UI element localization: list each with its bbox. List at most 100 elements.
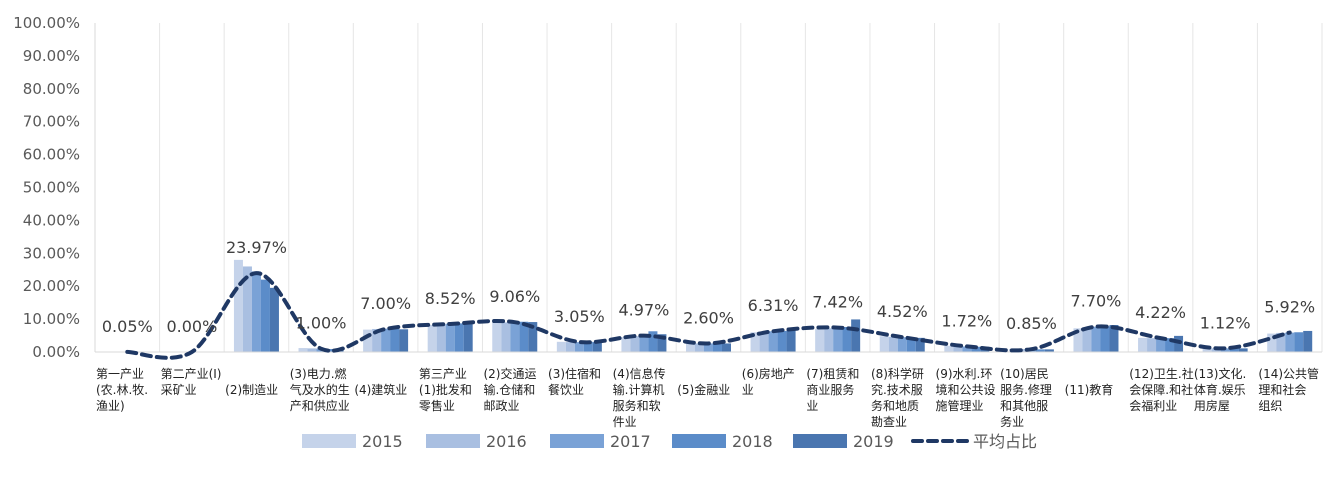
bar-2018 [1294, 332, 1303, 352]
y-tick-label: 90.00% [23, 47, 80, 65]
average-data-label: 8.52% [425, 289, 476, 308]
bar-2017 [898, 337, 907, 352]
bar-2015 [363, 330, 372, 352]
x-category-label: (6)房地产业 [742, 366, 795, 397]
bar-2019 [1174, 336, 1183, 352]
bar-2016 [1147, 338, 1156, 352]
legend-swatch [426, 434, 480, 448]
bar-2015 [815, 329, 824, 352]
bar-2016 [501, 322, 510, 352]
bar-2017 [1285, 333, 1294, 352]
legend-label: 2018 [732, 432, 773, 451]
x-category-label: (13)文化.体育.娱乐用房屋 [1194, 366, 1246, 413]
average-data-label: 3.05% [554, 307, 605, 326]
y-tick-label: 20.00% [23, 277, 80, 295]
average-data-label: 5.92% [1264, 298, 1315, 317]
x-category-label: (10)居民服务.修理和其他服务业 [1000, 367, 1052, 429]
bar-2017 [639, 336, 648, 352]
bar-2015 [299, 348, 308, 352]
legend-swatch [793, 434, 847, 448]
legend-swatch [550, 434, 604, 448]
average-data-label: 4.97% [619, 301, 670, 320]
average-data-label: 1.12% [1200, 313, 1251, 332]
y-tick-label: 60.00% [23, 146, 80, 164]
y-tick-label: 50.00% [23, 179, 80, 197]
x-category-label: (3)电力.燃气及水的生产和供应业 [290, 366, 350, 413]
bar-2018 [1100, 326, 1109, 352]
bar-2015 [944, 346, 953, 352]
bar-2015 [880, 336, 889, 352]
average-data-label: 1.72% [941, 311, 992, 330]
x-category-label: (2)制造业 [225, 383, 278, 397]
y-tick-label: 70.00% [23, 113, 80, 131]
bar-2018 [778, 331, 787, 352]
bar-2017 [833, 328, 842, 352]
y-tick-label: 0.00% [32, 343, 80, 361]
x-category-label: (12)卫生.社会保障.和社会福利业 [1129, 366, 1193, 413]
x-category-label: (8)科学研究.技术服务和地质勘查业 [871, 366, 924, 429]
x-category-label: (11)教育 [1065, 382, 1114, 397]
bar-2015 [621, 337, 630, 352]
legend-label: 2019 [853, 432, 894, 451]
bar-2018 [261, 280, 270, 352]
average-data-label: 23.97% [226, 238, 287, 257]
bar-2015 [492, 323, 501, 352]
average-data-label: 7.70% [1071, 292, 1122, 311]
bar-2017 [1091, 327, 1100, 352]
x-category-label: (5)金融业 [677, 382, 730, 397]
y-tick-label: 10.00% [23, 310, 80, 328]
x-category-label: (4)信息传输.计算机服务和软件业 [613, 366, 666, 429]
average-data-label: 9.06% [489, 287, 540, 306]
x-category-label: (3)住宿和餐饮业 [548, 366, 601, 397]
bar-2019 [851, 319, 860, 352]
x-category-label: 第二产业(I)采矿业 [161, 367, 222, 397]
bar-2019 [270, 288, 279, 352]
x-category-label: 第三产业(1)批发和零售业 [419, 367, 472, 413]
bar-2017 [769, 331, 778, 352]
bar-2017 [446, 324, 455, 352]
legend-label: 2015 [362, 432, 403, 451]
bar-2015 [234, 260, 243, 352]
bar-2019 [1239, 348, 1248, 352]
average-data-label: 4.22% [1135, 303, 1186, 322]
bar-2016 [437, 324, 446, 352]
bar-2016 [889, 337, 898, 352]
legend-swatch [672, 434, 726, 448]
bar-2015 [1138, 338, 1147, 352]
bar-2016 [824, 328, 833, 352]
bar-2018 [455, 323, 464, 352]
average-data-label: 0.85% [1006, 314, 1057, 333]
average-data-label: 1.00% [296, 314, 347, 333]
legend-label: 2016 [486, 432, 527, 451]
data-labels: 0.05%0.00%23.97%1.00%7.00%8.52%9.06%3.05… [102, 238, 1315, 336]
legend-label: 2017 [610, 432, 651, 451]
bar-2015 [428, 325, 437, 352]
average-data-label: 4.52% [877, 302, 928, 321]
bar-2018 [390, 329, 399, 352]
bar-2018 [842, 327, 851, 352]
x-category-label: (2)交通运输.仓储和邮政业 [483, 366, 536, 413]
bar-2016 [630, 336, 639, 352]
x-axis-categories: 第一产业(农.林.牧.渔业) 第二产业(I)采矿业(2)制造业 (3)电力.燃气及水… [96, 366, 1319, 429]
bar-2019 [464, 323, 473, 352]
x-category-label: (4)建筑业 [354, 382, 407, 397]
x-category-label: 第一产业(农.林.牧.渔业) [96, 367, 148, 413]
average-data-label: 7.42% [812, 293, 863, 312]
x-category-label: (9)水利.环境和公共设施管理业 [936, 367, 996, 413]
average-data-label: 0.05% [102, 317, 153, 336]
average-data-label: 2.60% [683, 308, 734, 327]
y-tick-label: 80.00% [23, 80, 80, 98]
y-tick-label: 100.00% [13, 14, 80, 32]
bar-2015 [557, 342, 566, 352]
bar-2016 [566, 342, 575, 352]
average-data-label: 6.31% [748, 296, 799, 315]
x-category-label: (14)公共管理和社会组织 [1258, 366, 1319, 413]
y-tick-label: 30.00% [23, 244, 80, 262]
y-tick-label: 40.00% [23, 211, 80, 229]
y-axis: 0.00% 10.00% 20.00% 30.00% 40.00% 50.00% 60.00… [13, 14, 80, 361]
average-data-label: 0.00% [166, 317, 217, 336]
bar-2019 [1303, 331, 1312, 352]
